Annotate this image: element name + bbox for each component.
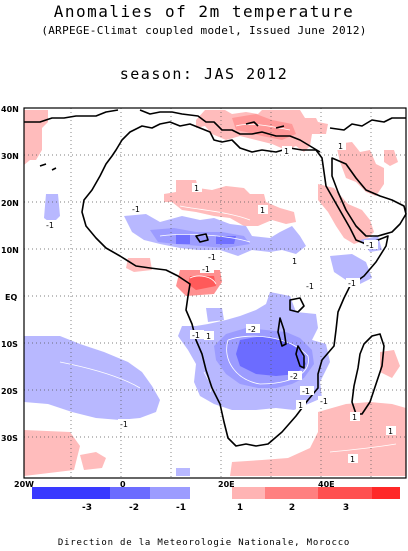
lon-label: 40E bbox=[318, 480, 335, 489]
lake-malawi bbox=[295, 345, 305, 369]
contour-label: 1 bbox=[352, 413, 357, 422]
legend-swatch bbox=[150, 487, 190, 499]
legend-label: 2 bbox=[289, 503, 295, 513]
contour-label: 1 bbox=[206, 332, 211, 341]
map-frame bbox=[23, 107, 407, 479]
contour-line bbox=[159, 233, 251, 243]
contour-label: 1 bbox=[194, 184, 199, 193]
graticule bbox=[24, 108, 406, 478]
lon-label: 20E bbox=[218, 480, 235, 489]
contour-label: 1 bbox=[350, 455, 355, 464]
map-subtitle: (ARPEGE-Climat coupled model, Issued Jun… bbox=[41, 24, 367, 37]
contour-line bbox=[59, 361, 141, 389]
contour-label: 1 bbox=[298, 401, 303, 410]
warm-anomaly-region bbox=[336, 142, 384, 196]
contour-line bbox=[179, 205, 251, 221]
contour-line bbox=[329, 443, 397, 453]
legend-swatch bbox=[232, 487, 265, 499]
lat-label: 30S bbox=[1, 434, 18, 443]
cool-anomaly-region bbox=[206, 308, 224, 322]
lake-tanganyika bbox=[277, 317, 287, 347]
europe-coastline bbox=[24, 109, 406, 153]
lat-label: 20N bbox=[1, 199, 19, 208]
color-legend bbox=[32, 487, 400, 499]
legend-swatch bbox=[372, 487, 400, 499]
legend-label: 3 bbox=[343, 503, 349, 513]
coastlines bbox=[24, 109, 407, 447]
lon-label: 20W bbox=[14, 480, 34, 489]
legend-labels: -3 -2 -1 1 2 3 bbox=[82, 503, 349, 513]
contour-label: -1 bbox=[320, 397, 328, 406]
lat-label: 30N bbox=[1, 152, 19, 161]
legend-swatch bbox=[265, 487, 318, 499]
warm-anomaly-region bbox=[24, 110, 48, 165]
contour-label: -1 bbox=[348, 279, 356, 288]
contour-label: -1 bbox=[202, 265, 210, 274]
arabia-coastline bbox=[331, 157, 407, 237]
contour-label: -1 bbox=[366, 241, 374, 250]
legend-label: -1 bbox=[176, 503, 186, 513]
warm-anomaly-region bbox=[24, 430, 80, 476]
warm-anomaly-region bbox=[380, 350, 400, 378]
contour-label: -1 bbox=[46, 221, 54, 230]
lat-label: 10N bbox=[1, 246, 19, 255]
footer-credit: Direction de la Meteorologie Nationale, … bbox=[57, 538, 351, 548]
contour-label: -1 bbox=[306, 282, 314, 291]
warm-anomaly-region bbox=[384, 150, 398, 166]
contour-line bbox=[235, 123, 291, 131]
lat-label: 20S bbox=[1, 387, 18, 396]
cool-anomaly-region bbox=[330, 254, 372, 284]
contour-line bbox=[189, 275, 217, 285]
lat-axis: 40N 30N 20N 10N EQ 10S 20S 30S bbox=[1, 105, 19, 443]
mediterranean-islands bbox=[245, 121, 285, 129]
cool-anomaly-region bbox=[176, 468, 190, 476]
canary-islands bbox=[39, 163, 57, 171]
legend-swatch bbox=[32, 487, 110, 499]
lat-label: EQ bbox=[5, 293, 17, 302]
legend-swatch bbox=[318, 487, 372, 499]
contour-label: 1 bbox=[284, 147, 289, 156]
lon-axis: 20W 0 20E 40E bbox=[14, 480, 335, 489]
madagascar-coastline bbox=[351, 333, 385, 415]
cool-anomaly-region bbox=[24, 336, 160, 420]
lat-label: 10S bbox=[1, 340, 18, 349]
contour-label: -1 bbox=[302, 387, 310, 396]
contour-label: -1 bbox=[208, 253, 216, 262]
contour-label: -1 bbox=[192, 331, 200, 340]
contour-label-group: 1 1 1 -1 -1 1 -1 -1 -1 1 -1 -1 -2 -1 -2 … bbox=[44, 141, 396, 464]
contour-label: -1 bbox=[132, 205, 140, 214]
warm-anomaly-region bbox=[126, 258, 152, 272]
legend-swatch bbox=[110, 487, 150, 499]
lat-label: 40N bbox=[1, 105, 19, 114]
lake-victoria bbox=[289, 297, 305, 313]
contour-label: -2 bbox=[248, 325, 256, 334]
lake-chad bbox=[195, 233, 209, 243]
contour-label: 1 bbox=[338, 142, 343, 151]
warm-anomaly-region bbox=[230, 402, 406, 476]
warm-anomaly-region bbox=[232, 114, 296, 140]
contour-label: 1 bbox=[388, 427, 393, 436]
warm-anomaly-region bbox=[188, 276, 216, 290]
lon-label: 0 bbox=[120, 480, 126, 489]
warm-anomaly-region bbox=[80, 452, 106, 470]
legend-label: -2 bbox=[129, 503, 139, 513]
season-label: season: JAS 2012 bbox=[119, 65, 289, 83]
legend-label: 1 bbox=[237, 503, 243, 513]
africa-coastline bbox=[81, 121, 389, 447]
cool-anomaly-region bbox=[44, 194, 60, 224]
cool-anomaly-region bbox=[176, 234, 190, 244]
legend-label: -3 bbox=[82, 503, 92, 513]
contour-label: 1 bbox=[292, 257, 297, 266]
contour-label: -1 bbox=[120, 420, 128, 429]
contour-label: 1 bbox=[260, 206, 265, 215]
contour-label: -2 bbox=[290, 372, 298, 381]
map-title: Anomalies of 2m temperature bbox=[53, 2, 355, 21]
anomaly-fields bbox=[24, 110, 406, 476]
